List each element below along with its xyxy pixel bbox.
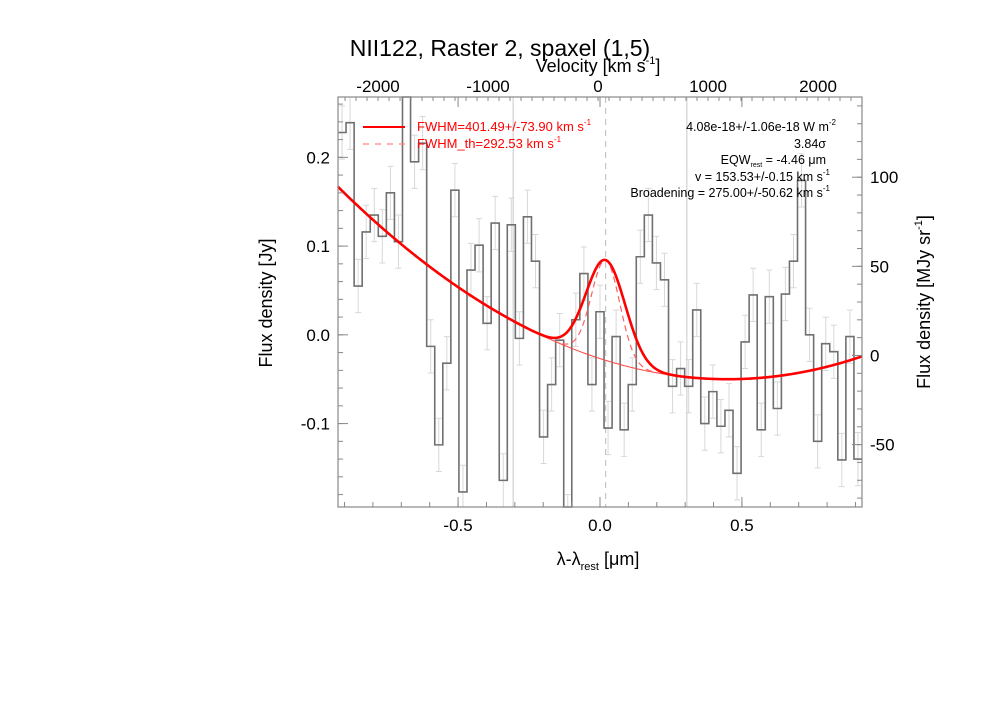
y-right-tick-label: 100: [870, 168, 898, 187]
annotation-broadening: Broadening = 275.00+/-50.62 km s-1: [630, 184, 830, 200]
top-tick-label: 2000: [799, 77, 837, 96]
error-bar: [564, 494, 571, 508]
annotation-flux-sup: -2: [829, 118, 837, 127]
annotation-eqw: EQWrest = -4.46 μm: [721, 153, 826, 169]
annotation-velocity: v = 153.53+/-0.15 km s-1: [695, 168, 831, 184]
top-tick-label: -1000: [466, 77, 509, 96]
annotation-broadening-sup: -1: [823, 184, 831, 193]
legend-fwhm-th-sup: -1: [554, 135, 562, 144]
spectrum-step-line: [338, 96, 862, 508]
y-tick-label: -0.1: [301, 415, 330, 434]
annotation-flux: 4.08e-18+/-1.06e-18 W m-2: [686, 118, 836, 134]
annotation-flux-text: 4.08e-18+/-1.06e-18 W m: [686, 120, 829, 134]
error-bar: [459, 464, 466, 508]
x-tick-label: -0.5: [443, 516, 472, 535]
x-tick-label: 0.0: [588, 516, 612, 535]
chart-title: NII122, Raster 2, spaxel (1,5): [350, 35, 650, 61]
x-tick-label: 0.5: [730, 516, 754, 535]
top-axis-label-text: Velocity [km s: [536, 56, 646, 76]
y-tick-label: 0.1: [306, 237, 330, 256]
annotation-eqw-value: = -4.46 μm: [762, 153, 826, 167]
annotation-broadening-text: Broadening = 275.00+/-50.62 km s: [630, 186, 823, 200]
fwhm-fit-line: [337, 185, 863, 381]
legend-fwhm-text: FWHM=401.49+/-73.90 km s: [417, 119, 584, 134]
y-tick-label: 0.2: [306, 148, 330, 167]
x-axis-label: λ-λrest [μm]: [557, 549, 640, 573]
legend-fwhm: FWHM=401.49+/-73.90 km s-1: [417, 118, 592, 134]
vertical-lines: [512, 97, 688, 507]
x-axis-label-unit: [μm]: [599, 549, 639, 569]
legend-fwhm-sup: -1: [584, 118, 592, 127]
continuum-line: [337, 186, 863, 380]
annotation-eqw-label: EQW: [721, 153, 751, 167]
annotation-velocity-text: v = 153.53+/-0.15 km s: [695, 170, 823, 184]
y-tick-label: 0.0: [306, 326, 330, 345]
annotation-velocity-sup: -1: [823, 168, 831, 177]
y-axis-right-label-text: Flux density [MJy sr: [914, 230, 934, 389]
x-axis-label-text: λ-λ: [557, 549, 581, 569]
legend-fwhm-th: FWHM_th=292.53 km s-1: [417, 135, 562, 151]
top-tick-label: -2000: [356, 77, 399, 96]
y-axis-right-label: Flux density [MJy sr-1]: [913, 215, 934, 389]
top-axis-label: Velocity [km s-1]: [536, 55, 661, 76]
top-tick-label: 1000: [689, 77, 727, 96]
x-axis-label-sub: rest: [581, 561, 599, 573]
top-tick-label: 0: [593, 77, 602, 96]
y-axis-label: Flux density [Jy]: [256, 238, 276, 367]
y-axis-right-label-sup: -1: [913, 220, 925, 230]
y-right-tick-label: -50: [870, 436, 895, 455]
top-axis-label-sup: -1: [646, 55, 656, 67]
y-right-tick-label: 50: [870, 257, 889, 276]
y-axis-right-label-end: ]: [914, 215, 934, 220]
annotation-eqw-sub: rest: [751, 162, 763, 169]
annotation-sigma: 3.84σ: [794, 137, 826, 151]
y-right-tick-label: 0: [870, 346, 879, 365]
top-axis-label-end: ]: [655, 56, 660, 76]
legend-fwhm-th-text: FWHM_th=292.53 km s: [417, 136, 554, 151]
